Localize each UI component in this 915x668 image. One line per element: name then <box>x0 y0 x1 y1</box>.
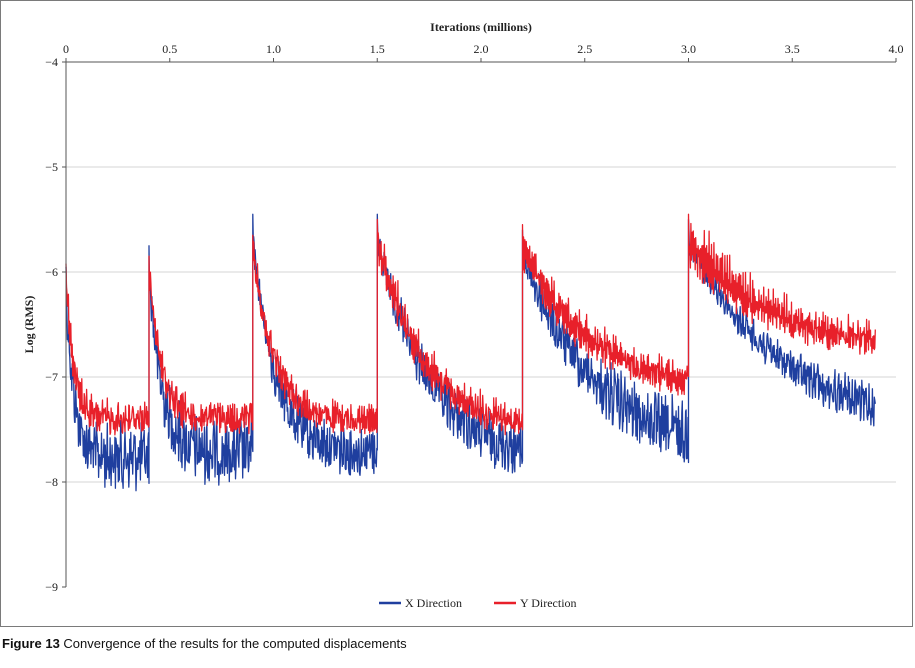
x-axis-title: Iterations (millions) <box>430 20 532 34</box>
y-tick-label-3: −7 <box>45 370 58 384</box>
y-tick-label-4: −8 <box>45 475 58 489</box>
legend: X Direction Y Direction <box>379 596 577 610</box>
x-tick-label-3: 1.5 <box>370 42 385 56</box>
y-tick-label-1: −5 <box>45 160 58 174</box>
series-line-y <box>65 213 876 436</box>
legend-y-label: Y Direction <box>520 596 577 610</box>
figure-caption: Figure 13 Convergence of the results for… <box>2 636 407 651</box>
axes <box>62 58 897 588</box>
x-tick-label-5: 2.5 <box>577 42 592 56</box>
convergence-chart: 0 0.5 1.0 1.5 2.0 2.5 3.0 3.5 4.0 −4 −5 −6 −7 −8 −9 It… <box>22 20 904 610</box>
chart-frame: 0 0.5 1.0 1.5 2.0 2.5 3.0 3.5 4.0 −4 −5 −6 −7 −8 −9 It… <box>0 0 913 627</box>
x-tick-label-7: 3.5 <box>785 42 800 56</box>
legend-x-label: X Direction <box>405 596 462 610</box>
figure-caption-text: Convergence of the results for the compu… <box>63 636 407 651</box>
x-tick-label-4: 2.0 <box>474 42 489 56</box>
series-y-direction <box>65 213 876 436</box>
series-line-x <box>65 213 876 492</box>
x-tick-label-2: 1.0 <box>266 42 281 56</box>
y-tick-label-0: −4 <box>45 55 58 69</box>
x-tick-label-8: 4.0 <box>889 42 904 56</box>
y-axis-title: Log (RMS) <box>22 296 36 354</box>
x-tick-label-1: 0.5 <box>162 42 177 56</box>
y-tick-label-5: −9 <box>45 580 58 594</box>
tick-labels: 0 0.5 1.0 1.5 2.0 2.5 3.0 3.5 4.0 −4 −5 −6 −7 −8 −9 <box>45 42 903 594</box>
x-tick-label-6: 3.0 <box>681 42 696 56</box>
x-tick-label-0: 0 <box>63 42 69 56</box>
figure-number: Figure 13 <box>2 636 60 651</box>
series-x-direction <box>65 213 876 492</box>
y-tick-label-2: −6 <box>45 265 58 279</box>
